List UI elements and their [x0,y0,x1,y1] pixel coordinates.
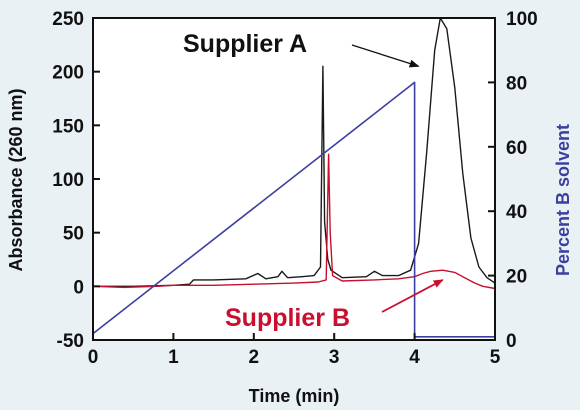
annotation-supplier-a: Supplier A [183,30,307,58]
y-left-tick-label: 0 [73,277,84,298]
annotation-arrow-supplier-a [351,44,420,68]
y-left-tick-label: -50 [57,331,84,352]
x-tick-label: 2 [249,347,260,368]
y-right-tick-label: 60 [506,138,527,159]
x-tick-label: 5 [490,347,501,368]
y-axis-right-title: Percent B solvent [553,124,573,276]
y-left-tick-label: 100 [52,170,84,191]
y-left-tick-label: 200 [52,63,84,84]
series-layer [92,17,496,338]
series-line-percent-b-solvent [92,81,495,338]
plot-area [93,18,495,340]
x-tick-label: 0 [88,347,99,368]
x-tick-label: 4 [409,347,420,368]
y-left-tick-label: 250 [52,9,84,30]
x-tick-label: 3 [329,347,340,368]
y-right-tick-label: 80 [506,73,527,94]
y-axis-left-title: Absorbance (260 nm) [6,88,26,271]
y-left-tick-label: 150 [52,116,84,137]
y-right-tick-label: 20 [506,267,527,288]
annotation-arrow-supplier-b [381,279,444,313]
series-line-supplier-b [92,153,496,290]
annotation-supplier-b: Supplier B [225,304,350,332]
series-line-supplier-a [93,17,496,287]
x-tick-label: 1 [168,347,179,368]
y-right-tick-label: 100 [506,9,538,30]
y-right-tick-label: 0 [506,331,517,352]
x-axis-title: Time (min) [249,386,340,406]
y-left-tick-label: 50 [63,224,84,245]
y-right-tick-label: 40 [506,202,527,223]
